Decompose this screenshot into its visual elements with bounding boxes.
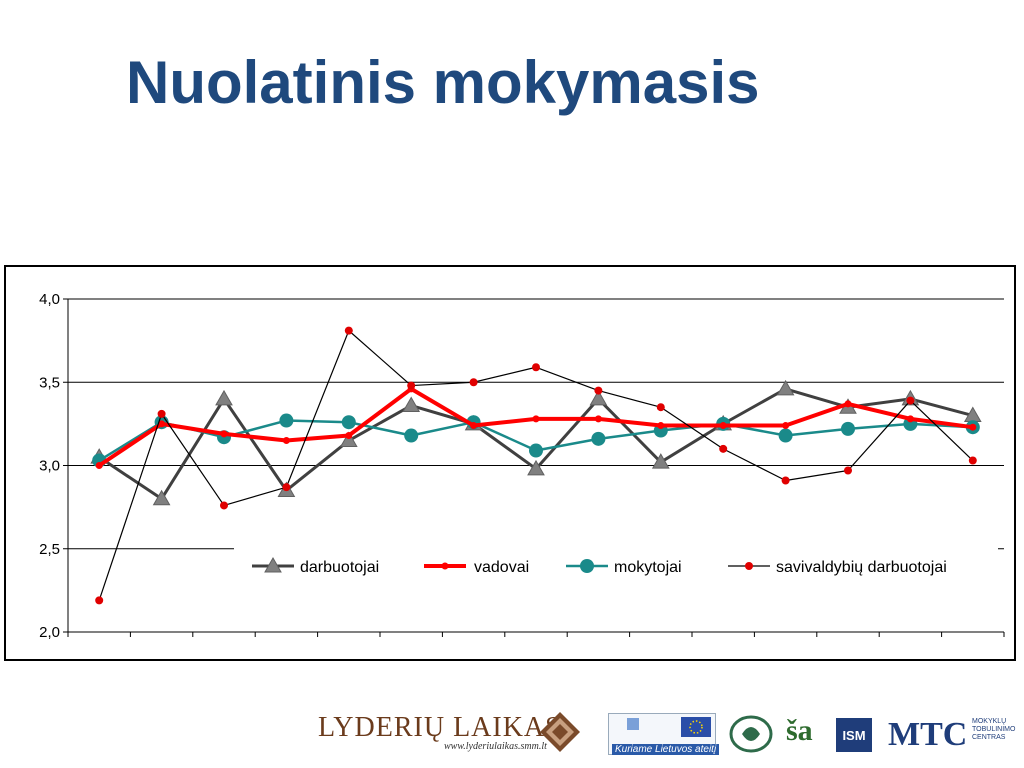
- data-point-s4: [844, 466, 852, 475]
- data-point-s2: [657, 422, 665, 430]
- data-point-s2: [906, 415, 914, 423]
- data-point-s1: [152, 489, 171, 506]
- legend-label: darbuotojai: [300, 559, 379, 576]
- ministry-logo-icon: [729, 715, 773, 753]
- data-point-s1: [339, 431, 358, 448]
- data-point-s4: [906, 396, 915, 405]
- mtc-logo: MTC: [888, 716, 968, 753]
- data-point-s2: [782, 422, 790, 430]
- sa-logo: ša: [786, 714, 813, 747]
- slide-title: Nuolatinis mokymasis: [126, 49, 760, 116]
- y-tick-label: 3,5: [39, 374, 60, 391]
- data-point-s4: [282, 483, 291, 492]
- data-point-s1: [527, 459, 545, 476]
- eu-flag-icon: [627, 717, 711, 737]
- data-point-s4: [220, 501, 228, 510]
- diamond-logo-icon: [540, 712, 580, 752]
- legend-label: savivaldybių darbuotojai: [776, 559, 947, 576]
- data-point-s1: [776, 379, 795, 396]
- data-point-s3: [529, 443, 543, 458]
- data-point-s4: [532, 363, 540, 372]
- data-point-s4: [157, 409, 166, 418]
- legend-marker: [441, 562, 449, 570]
- legend-label: vadovai: [474, 559, 529, 576]
- data-point-s2: [220, 430, 228, 438]
- data-point-s2: [719, 422, 727, 430]
- data-point-s2: [594, 415, 602, 423]
- y-tick-label: 2,0: [39, 624, 60, 641]
- data-point-s3: [778, 428, 793, 443]
- data-point-s2: [532, 415, 540, 423]
- chart-frame: 2,0 2,5 3,0 3,5 4,0 darbuotojai vadovai mokytoj…: [4, 265, 1016, 661]
- data-point-s2: [470, 422, 478, 430]
- data-point-s2: [969, 423, 977, 431]
- data-point-s3: [841, 421, 855, 436]
- legend-label: mokytojai: [614, 559, 682, 576]
- legend-marker: [264, 556, 282, 573]
- y-tick-label: 3,0: [39, 458, 60, 475]
- data-point-s1: [651, 453, 670, 469]
- data-point-s2: [844, 400, 852, 408]
- ism-logo: ISM: [836, 718, 872, 752]
- data-point-s3: [341, 415, 356, 430]
- data-point-s2: [158, 420, 166, 428]
- data-point-s1: [215, 389, 233, 406]
- data-point-s4: [968, 456, 977, 465]
- legend-marker: [580, 559, 594, 573]
- lyderiu-laikas-logo: LYDERIŲ LAIKAS: [318, 712, 562, 743]
- mtc-logo-text: MOKYKLŲ TOBULINIMO CENTRAS: [972, 718, 1016, 741]
- data-point-s2: [345, 432, 353, 440]
- data-point-s4: [469, 378, 478, 387]
- data-point-s4: [781, 476, 790, 485]
- data-point-s4: [719, 444, 728, 453]
- data-point-s4: [344, 326, 353, 335]
- legend-box: [234, 548, 998, 584]
- legend-marker: [745, 562, 753, 570]
- data-point-s4: [95, 596, 104, 605]
- line-chart: 2,0 2,5 3,0 3,5 4,0 darbuotojai vadovai mokytoj…: [39, 291, 1005, 641]
- data-point-s4: [407, 381, 416, 390]
- data-point-s1: [589, 389, 608, 406]
- data-point-s3: [591, 431, 606, 446]
- lyderiu-laikas-url: www.lyderiulaikas.smm.lt: [444, 741, 547, 752]
- data-point-s1: [402, 396, 421, 413]
- eu-slogan: Kuriame Lietuvos ateitį: [612, 744, 720, 755]
- data-point-s4: [656, 403, 665, 412]
- data-point-s2: [282, 437, 290, 445]
- data-point-s4: [594, 386, 603, 395]
- data-point-s3: [279, 413, 294, 428]
- data-point-s3: [404, 428, 419, 443]
- y-tick-label: 4,0: [39, 291, 60, 308]
- y-tick-label: 2,5: [39, 541, 60, 558]
- data-point-s2: [95, 462, 103, 469]
